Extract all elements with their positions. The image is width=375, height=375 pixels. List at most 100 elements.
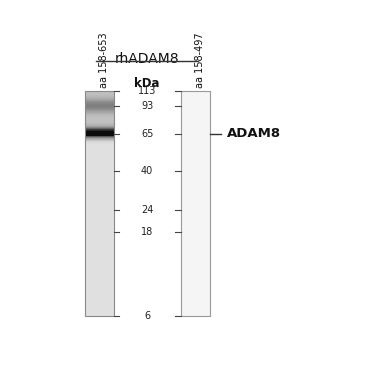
Bar bbox=[85, 94, 114, 95]
Bar bbox=[85, 295, 114, 296]
Bar bbox=[85, 162, 114, 163]
Bar bbox=[85, 180, 114, 181]
Bar bbox=[85, 212, 114, 213]
Bar bbox=[85, 313, 114, 314]
Bar bbox=[85, 170, 114, 171]
Bar bbox=[85, 143, 114, 144]
Bar bbox=[85, 146, 114, 147]
Bar bbox=[85, 196, 114, 197]
Bar bbox=[85, 209, 114, 210]
Bar bbox=[85, 243, 114, 244]
Bar bbox=[85, 265, 114, 266]
Bar bbox=[85, 235, 114, 236]
Bar bbox=[85, 119, 114, 120]
Bar bbox=[85, 236, 114, 237]
Bar bbox=[85, 105, 114, 106]
Text: 6: 6 bbox=[144, 311, 150, 321]
Bar bbox=[85, 231, 114, 232]
Bar bbox=[85, 206, 114, 207]
Bar bbox=[85, 112, 114, 113]
Bar bbox=[85, 99, 114, 100]
Bar bbox=[85, 273, 114, 274]
Bar bbox=[85, 145, 114, 146]
Bar bbox=[85, 169, 114, 170]
Bar bbox=[85, 175, 114, 176]
Bar bbox=[85, 195, 114, 196]
Bar bbox=[85, 179, 114, 180]
Bar bbox=[85, 266, 114, 267]
Bar bbox=[85, 268, 114, 269]
Bar bbox=[85, 148, 114, 149]
Bar bbox=[85, 190, 114, 191]
Bar bbox=[85, 111, 114, 112]
Bar bbox=[85, 276, 114, 277]
Bar bbox=[85, 107, 114, 108]
Bar bbox=[85, 252, 114, 253]
Bar bbox=[85, 246, 114, 247]
Bar bbox=[85, 181, 114, 182]
Bar bbox=[85, 127, 114, 128]
Text: 93: 93 bbox=[141, 101, 153, 111]
Bar bbox=[85, 228, 114, 229]
Bar bbox=[85, 199, 114, 200]
Bar bbox=[85, 310, 114, 311]
Bar bbox=[85, 189, 114, 190]
Bar bbox=[85, 137, 114, 138]
Bar bbox=[85, 121, 114, 122]
Bar bbox=[85, 133, 114, 134]
Bar bbox=[85, 305, 114, 306]
Bar bbox=[85, 153, 114, 154]
Bar bbox=[85, 237, 114, 238]
Bar bbox=[85, 301, 114, 302]
Bar bbox=[85, 287, 114, 288]
Bar bbox=[85, 93, 114, 94]
Bar bbox=[85, 92, 114, 93]
Bar bbox=[85, 155, 114, 156]
Text: 113: 113 bbox=[138, 86, 156, 96]
Bar bbox=[85, 210, 114, 211]
Bar bbox=[85, 103, 114, 104]
Bar bbox=[85, 202, 114, 203]
Bar bbox=[85, 302, 114, 303]
Bar bbox=[85, 165, 114, 166]
Bar bbox=[85, 288, 114, 289]
Bar bbox=[85, 271, 114, 272]
Bar bbox=[85, 136, 114, 137]
Bar bbox=[85, 294, 114, 295]
Bar bbox=[85, 274, 114, 275]
Bar bbox=[85, 95, 114, 96]
Bar bbox=[85, 298, 114, 299]
Bar bbox=[85, 160, 114, 161]
Bar bbox=[85, 98, 114, 99]
Bar bbox=[85, 100, 114, 101]
Bar bbox=[85, 123, 114, 124]
Bar bbox=[85, 144, 114, 145]
Bar bbox=[85, 207, 114, 208]
Bar bbox=[85, 132, 114, 133]
Bar bbox=[85, 138, 114, 139]
Bar bbox=[85, 215, 114, 216]
Bar bbox=[85, 232, 114, 233]
Bar bbox=[85, 122, 114, 123]
Bar bbox=[85, 140, 114, 141]
Bar bbox=[85, 96, 114, 97]
Bar bbox=[85, 309, 114, 310]
Bar bbox=[85, 224, 114, 225]
Bar bbox=[85, 156, 114, 157]
Bar bbox=[85, 116, 114, 117]
Text: kDa: kDa bbox=[134, 77, 160, 90]
Bar bbox=[85, 135, 114, 136]
Bar bbox=[85, 131, 114, 132]
Bar bbox=[85, 306, 114, 307]
Bar bbox=[85, 225, 114, 226]
Bar bbox=[85, 214, 114, 215]
Bar bbox=[85, 234, 114, 235]
Bar bbox=[85, 150, 114, 151]
Bar bbox=[85, 275, 114, 276]
Bar bbox=[85, 299, 114, 300]
Bar bbox=[85, 297, 114, 298]
Bar bbox=[85, 110, 114, 111]
Bar bbox=[85, 200, 114, 201]
Bar bbox=[85, 253, 114, 254]
Bar bbox=[85, 102, 114, 103]
